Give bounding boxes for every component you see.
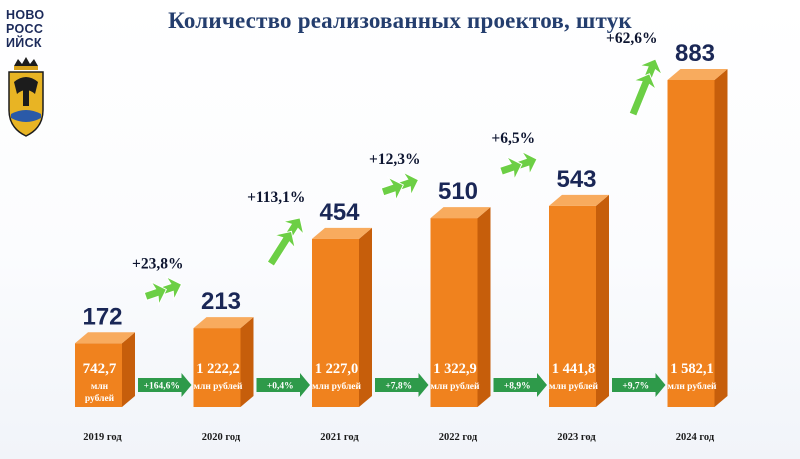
money-value-label: 1 582,1 xyxy=(670,361,714,377)
coat-of-arms-icon xyxy=(8,57,44,137)
count-growth-label: +12,3% xyxy=(369,151,420,168)
count-label: 883 xyxy=(675,40,715,67)
logo-text-line-1: НОВО xyxy=(6,8,45,22)
money-growth-label: +8,9% xyxy=(504,382,531,392)
money-value-label: 1 222,2 xyxy=(196,361,240,377)
count-growth-arrow xyxy=(143,275,183,307)
bar xyxy=(75,343,122,407)
money-growth-arrow xyxy=(375,373,429,397)
bar-side xyxy=(596,194,609,407)
growth-chevron-icon xyxy=(380,176,405,203)
count-growth-label: +62,6% xyxy=(606,30,657,47)
bar-top xyxy=(193,317,254,329)
count-label: 454 xyxy=(319,199,360,226)
x-tick-label: 2019 год xyxy=(83,432,122,443)
logo-text-line-2: РОСС xyxy=(6,22,44,36)
count-growth-arrow xyxy=(380,171,420,203)
money-unit-label: млн рублей xyxy=(194,381,243,392)
x-tick-label: 2020 год xyxy=(202,432,241,443)
bar-top xyxy=(667,69,728,80)
money-growth-arrow xyxy=(256,373,310,397)
money-unit-label: млн рублей xyxy=(668,381,717,392)
money-value-label: 1 441,8 xyxy=(552,361,596,377)
money-unit-label: рублей xyxy=(85,393,115,404)
money-growth-arrow xyxy=(612,373,666,397)
money-unit-label: млн рублей xyxy=(312,381,361,392)
bar-top xyxy=(430,207,491,219)
count-growth-label: +23,8% xyxy=(132,255,183,272)
count-growth-arrow xyxy=(266,217,305,267)
money-growth-label: +164,6% xyxy=(144,382,180,392)
growth-chevron-icon xyxy=(499,155,523,182)
city-logo: НОВО РОСС ИЙСК xyxy=(6,8,52,138)
bar xyxy=(312,238,359,407)
x-tick-label: 2021 год xyxy=(320,432,359,443)
bar-top xyxy=(549,194,609,206)
money-growth-label: +0,4% xyxy=(267,382,294,392)
x-tick-label: 2024 год xyxy=(676,432,715,443)
money-growth-label: +9,7% xyxy=(622,382,649,392)
growth-chevron-icon xyxy=(628,73,658,117)
bar xyxy=(549,205,596,407)
count-growth-arrow xyxy=(499,150,538,182)
money-value-label: 1 227,0 xyxy=(315,361,359,377)
bar xyxy=(667,80,715,407)
bar-side xyxy=(240,317,254,407)
bar xyxy=(430,218,478,407)
bar-top xyxy=(312,227,372,239)
count-label: 510 xyxy=(438,178,478,205)
money-growth-label: +7,8% xyxy=(385,382,412,392)
x-tick-label: 2022 год xyxy=(439,432,478,443)
x-tick-label: 2023 год xyxy=(557,432,596,443)
count-label: 213 xyxy=(201,288,241,315)
money-growth-arrow xyxy=(138,373,192,397)
money-unit-label: млн xyxy=(91,382,109,392)
money-unit-label: млн рублей xyxy=(549,381,598,392)
money-unit-label: млн рублей xyxy=(431,381,480,392)
bar-side xyxy=(122,332,135,407)
chart-title: Количество реализованных проектов, штук xyxy=(168,8,632,33)
bar xyxy=(193,328,241,407)
count-growth-arrow xyxy=(628,58,664,117)
money-value-label: 1 322,9 xyxy=(433,361,477,377)
growth-chevron-icon xyxy=(143,280,168,307)
count-label: 543 xyxy=(556,166,596,193)
bar-side xyxy=(477,207,491,407)
money-growth-arrow xyxy=(493,373,547,397)
bar-side xyxy=(714,69,728,407)
bar-side xyxy=(359,227,372,407)
logo-text-line-3: ИЙСК xyxy=(6,36,42,50)
money-value-label: 742,7 xyxy=(83,361,117,377)
growth-chevron-icon xyxy=(266,230,296,267)
count-growth-label: +6,5% xyxy=(491,130,535,147)
count-growth-label: +113,1% xyxy=(247,189,305,206)
count-label: 172 xyxy=(82,303,122,330)
bar-top xyxy=(75,332,135,344)
